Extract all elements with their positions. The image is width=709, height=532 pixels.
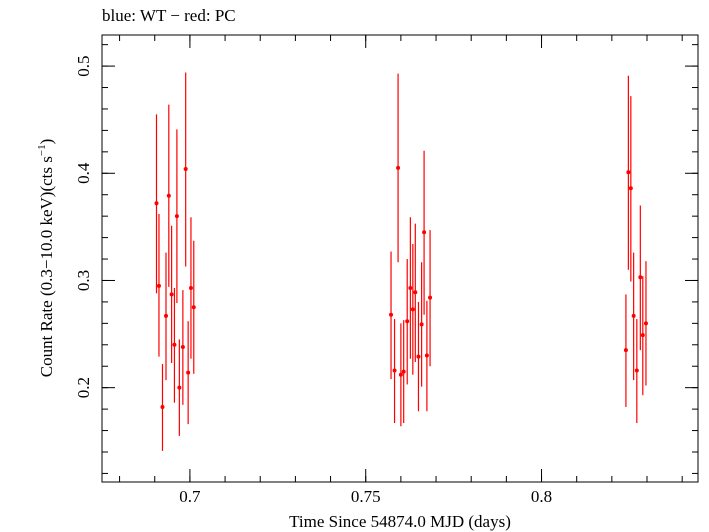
data-marker	[177, 385, 182, 390]
y-tick-label: 0.3	[74, 270, 93, 291]
data-marker	[638, 275, 643, 280]
data-point	[628, 96, 633, 282]
x-tick-label: 0.75	[351, 487, 381, 506]
data-point	[643, 261, 648, 386]
axis-ticks	[102, 35, 698, 482]
data-marker	[628, 186, 633, 191]
data-marker	[424, 353, 429, 358]
data-point	[408, 217, 413, 359]
y-tick-label: 0.2	[74, 377, 93, 398]
data-point	[422, 150, 427, 315]
data-marker	[419, 322, 424, 327]
data-marker	[396, 165, 401, 170]
data-point	[424, 300, 429, 412]
data-point	[183, 72, 188, 267]
data-marker	[428, 295, 433, 300]
data-marker	[174, 214, 179, 219]
y-axis-label-close: )	[37, 139, 56, 145]
data-point	[177, 339, 182, 436]
data-marker	[410, 307, 415, 312]
y-tick-label: 0.5	[74, 55, 93, 76]
data-point	[392, 319, 397, 424]
data-marker	[191, 305, 196, 310]
y-tick-label: 0.4	[74, 162, 93, 184]
data-marker	[398, 372, 403, 377]
plot-frame	[101, 34, 699, 483]
data-marker	[389, 312, 394, 317]
data-marker	[631, 313, 636, 318]
data-marker	[186, 370, 191, 375]
data-marker	[154, 201, 159, 206]
data-point	[164, 252, 168, 381]
data-marker	[160, 404, 165, 409]
data-point	[638, 205, 643, 351]
data-marker	[413, 290, 418, 295]
data-point	[186, 321, 191, 425]
data-point	[640, 276, 645, 396]
data-point	[172, 287, 177, 403]
data-point	[174, 129, 179, 303]
data-point	[160, 364, 165, 451]
data-point	[428, 230, 433, 367]
data-point	[634, 319, 639, 424]
data-marker	[164, 313, 168, 318]
data-marker	[166, 193, 171, 198]
data-marker	[188, 285, 193, 290]
data-marker	[172, 342, 177, 347]
data-marker	[183, 166, 188, 171]
x-tick-label: 0.8	[531, 487, 552, 506]
data-marker	[405, 319, 410, 324]
y-axis-label-exponent: −1	[36, 144, 48, 156]
y-axis-label: Count Rate (0.3−10.0 keV)(cts s−1)	[36, 139, 56, 378]
data-marker	[180, 344, 185, 349]
data-point	[623, 294, 628, 407]
data-marker	[416, 354, 421, 359]
data-point	[405, 259, 410, 385]
x-tick-label: 0.7	[179, 487, 201, 506]
data-point	[410, 244, 415, 375]
data-point	[416, 301, 421, 412]
data-marker	[156, 283, 161, 288]
x-axis-label: Time Since 54874.0 MJD (days)	[289, 512, 511, 531]
data-marker	[640, 333, 645, 338]
data-point	[396, 73, 401, 263]
data-point	[626, 75, 631, 270]
axis-tick-labels: 0.7 0.75 0.8 0.2 0.3 0.4 0.5	[74, 55, 552, 506]
data-marker	[626, 170, 631, 175]
data-marker	[643, 321, 648, 326]
data-point	[169, 225, 174, 364]
data-point	[419, 262, 424, 387]
data-point	[188, 217, 193, 359]
data-point	[398, 323, 403, 427]
data-marker	[422, 230, 427, 235]
data-point	[154, 114, 159, 294]
data-point	[389, 251, 394, 380]
data-marker	[408, 285, 413, 290]
chart-title: blue: WT − red: PC	[102, 6, 236, 25]
data-point	[631, 252, 636, 381]
y-axis-label-main: Count Rate (0.3−10.0 keV)(cts s	[37, 156, 56, 377]
data-points	[154, 72, 648, 451]
data-marker	[623, 348, 628, 353]
data-point	[413, 223, 418, 362]
data-point	[180, 290, 185, 405]
data-marker	[392, 368, 397, 373]
data-point	[191, 240, 196, 374]
data-point	[401, 320, 406, 424]
data-marker	[634, 368, 639, 373]
data-point	[166, 104, 171, 287]
data-marker	[169, 292, 174, 297]
data-marker	[401, 369, 406, 374]
data-point	[156, 214, 161, 357]
